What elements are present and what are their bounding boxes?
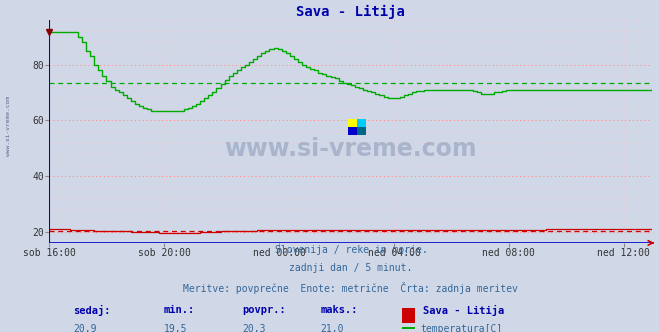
Text: temperatura[C]: temperatura[C] <box>420 323 503 332</box>
Text: www.si-vreme.com: www.si-vreme.com <box>6 96 11 156</box>
Bar <box>348 127 357 135</box>
Text: 19,5: 19,5 <box>164 323 188 332</box>
Bar <box>402 308 415 323</box>
Text: www.si-vreme.com: www.si-vreme.com <box>225 137 477 161</box>
Text: povpr.:: povpr.: <box>243 305 286 315</box>
Text: 20,9: 20,9 <box>74 323 97 332</box>
Bar <box>357 127 366 135</box>
Text: min.:: min.: <box>164 305 195 315</box>
Bar <box>402 327 415 332</box>
Text: maks.:: maks.: <box>321 305 358 315</box>
Text: sedaj:: sedaj: <box>74 305 111 316</box>
Text: 21,0: 21,0 <box>321 323 344 332</box>
Bar <box>348 119 357 127</box>
Text: Meritve: povprečne  Enote: metrične  Črta: zadnja meritev: Meritve: povprečne Enote: metrične Črta:… <box>183 282 519 294</box>
Text: 20,3: 20,3 <box>243 323 266 332</box>
Bar <box>357 119 366 127</box>
Text: Sava - Litija: Sava - Litija <box>423 305 505 316</box>
Text: Slovenija / reke in morje.: Slovenija / reke in morje. <box>275 245 427 255</box>
Text: zadnji dan / 5 minut.: zadnji dan / 5 minut. <box>289 264 413 274</box>
Title: Sava - Litija: Sava - Litija <box>297 5 405 19</box>
